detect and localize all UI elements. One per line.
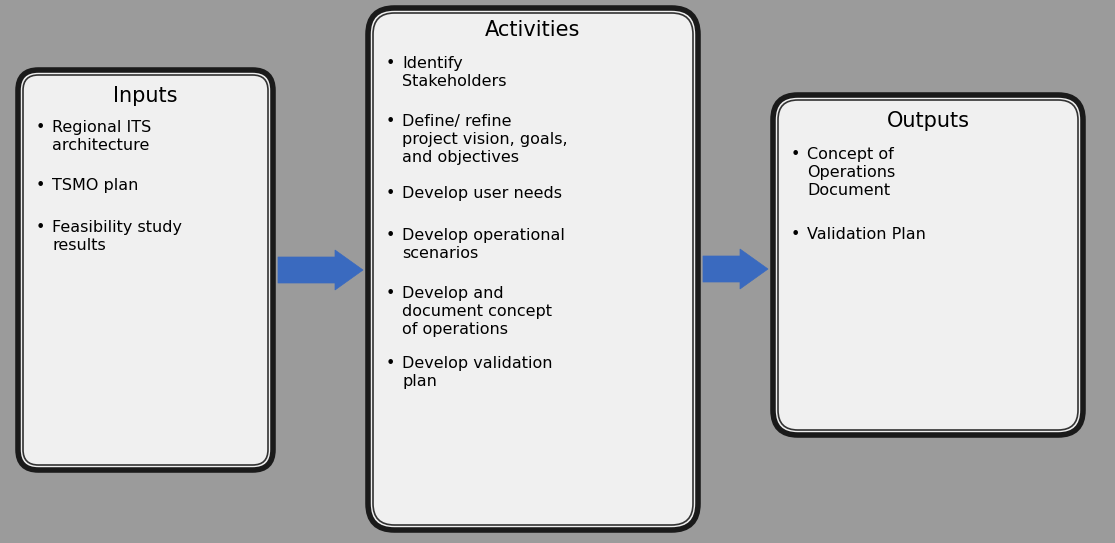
- Text: •: •: [791, 227, 801, 242]
- Text: •: •: [386, 186, 396, 201]
- Text: Validation Plan: Validation Plan: [807, 227, 925, 242]
- FancyBboxPatch shape: [368, 8, 698, 530]
- FancyBboxPatch shape: [18, 70, 273, 470]
- Text: •: •: [791, 147, 801, 162]
- Polygon shape: [278, 250, 363, 290]
- Text: •: •: [386, 228, 396, 243]
- Text: Inputs: Inputs: [114, 86, 177, 106]
- Text: TSMO plan: TSMO plan: [52, 178, 138, 193]
- Text: •: •: [386, 56, 396, 71]
- Text: •: •: [36, 220, 46, 235]
- Text: Regional ITS
architecture: Regional ITS architecture: [52, 120, 152, 153]
- Text: Concept of
Operations
Document: Concept of Operations Document: [807, 147, 895, 198]
- Text: Feasibility study
results: Feasibility study results: [52, 220, 182, 253]
- Text: Define/ refine
project vision, goals,
and objectives: Define/ refine project vision, goals, an…: [403, 114, 568, 165]
- Text: Develop operational
scenarios: Develop operational scenarios: [403, 228, 565, 261]
- Text: Identify
Stakeholders: Identify Stakeholders: [403, 56, 506, 89]
- Text: Develop validation
plan: Develop validation plan: [403, 356, 553, 389]
- Polygon shape: [702, 249, 768, 289]
- Text: •: •: [386, 356, 396, 371]
- Text: •: •: [36, 120, 46, 135]
- FancyBboxPatch shape: [773, 95, 1083, 435]
- Text: Develop and
document concept
of operations: Develop and document concept of operatio…: [403, 286, 552, 337]
- Text: •: •: [386, 114, 396, 129]
- Text: •: •: [36, 178, 46, 193]
- Text: Activities: Activities: [485, 20, 581, 40]
- Text: Outputs: Outputs: [886, 111, 970, 131]
- Text: Develop user needs: Develop user needs: [403, 186, 562, 201]
- Text: •: •: [386, 286, 396, 301]
